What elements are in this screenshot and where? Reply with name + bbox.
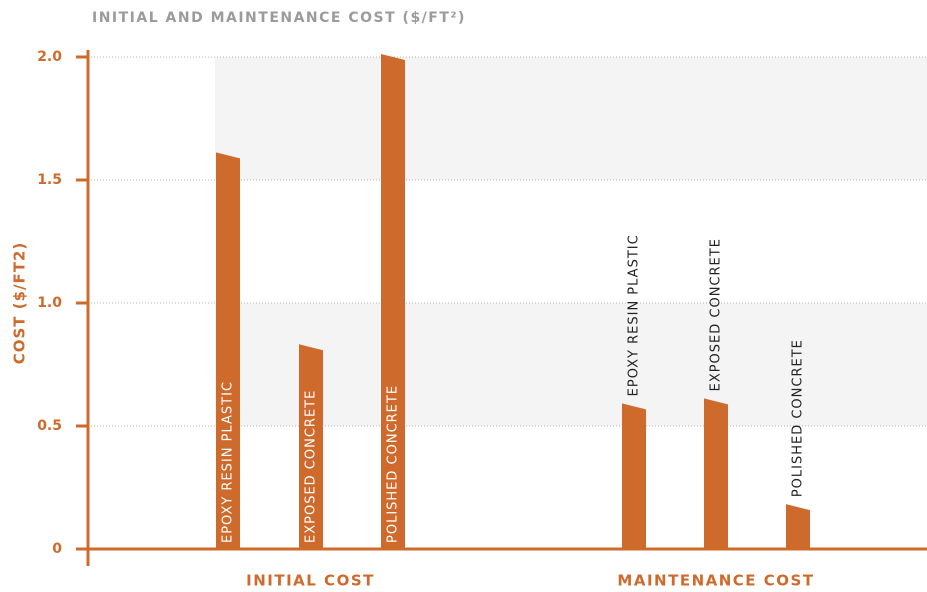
y-tick-label: 2.0	[37, 49, 62, 65]
bar	[622, 403, 646, 549]
band	[215, 303, 927, 426]
x-tick-label: INITIAL COST	[246, 572, 375, 590]
band	[215, 57, 927, 180]
bar-label: EPOXY RESIN PLASTIC	[627, 234, 642, 396]
x-tick-label: MAINTENANCE COST	[617, 572, 814, 590]
bar-label: EXPOSED CONCRETE	[709, 238, 724, 391]
bar	[381, 54, 405, 549]
y-tick-label: 0	[52, 541, 62, 557]
bar	[216, 152, 240, 549]
bar-label: POLISHED CONCRETE	[791, 339, 806, 497]
y-tick-label: 0.5	[37, 418, 62, 434]
bar-label: EPOXY RESIN PLASTIC	[221, 381, 236, 543]
bar-label: POLISHED CONCRETE	[386, 385, 401, 543]
y-axis-label: COST ($/FT2)	[11, 242, 29, 365]
bar	[704, 398, 728, 549]
bar	[299, 344, 323, 549]
bar-label: EXPOSED CONCRETE	[304, 390, 319, 543]
y-tick-label: 1.5	[37, 172, 62, 188]
chart-title: INITIAL AND MAINTENANCE COST ($/FT²)	[92, 10, 466, 26]
y-tick-label: 1.0	[37, 295, 62, 311]
bar	[786, 504, 810, 549]
